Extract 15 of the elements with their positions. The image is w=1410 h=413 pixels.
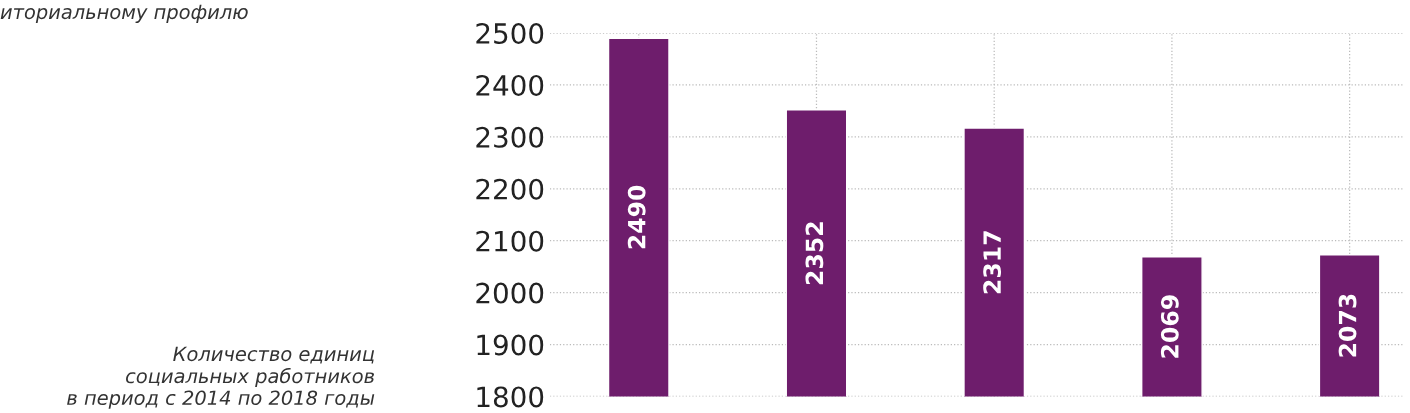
y-tick-label: 2000 — [476, 282, 544, 304]
y-tick-label: 2500 — [476, 22, 544, 44]
y-tick-label: 2100 — [476, 230, 544, 252]
y-tick-label: 2400 — [476, 74, 544, 96]
data-label: 2490 — [627, 185, 646, 249]
text: иториальному профилю — [0, 4, 248, 23]
y-tick-label: 1800 — [477, 386, 544, 408]
y-tick-label: 2200 — [476, 178, 544, 200]
y-tick-label: 2300 — [476, 126, 544, 148]
data-label: 2073 — [1338, 294, 1357, 357]
y-tick-label: 1900 — [477, 334, 544, 356]
data-label: 2352 — [805, 222, 824, 285]
data-label: 2317 — [983, 231, 1002, 294]
data-label: 2069 — [1160, 295, 1179, 358]
text: Количество единиц социальных работников в период с 2014 по 2018 годы — [67, 346, 375, 409]
